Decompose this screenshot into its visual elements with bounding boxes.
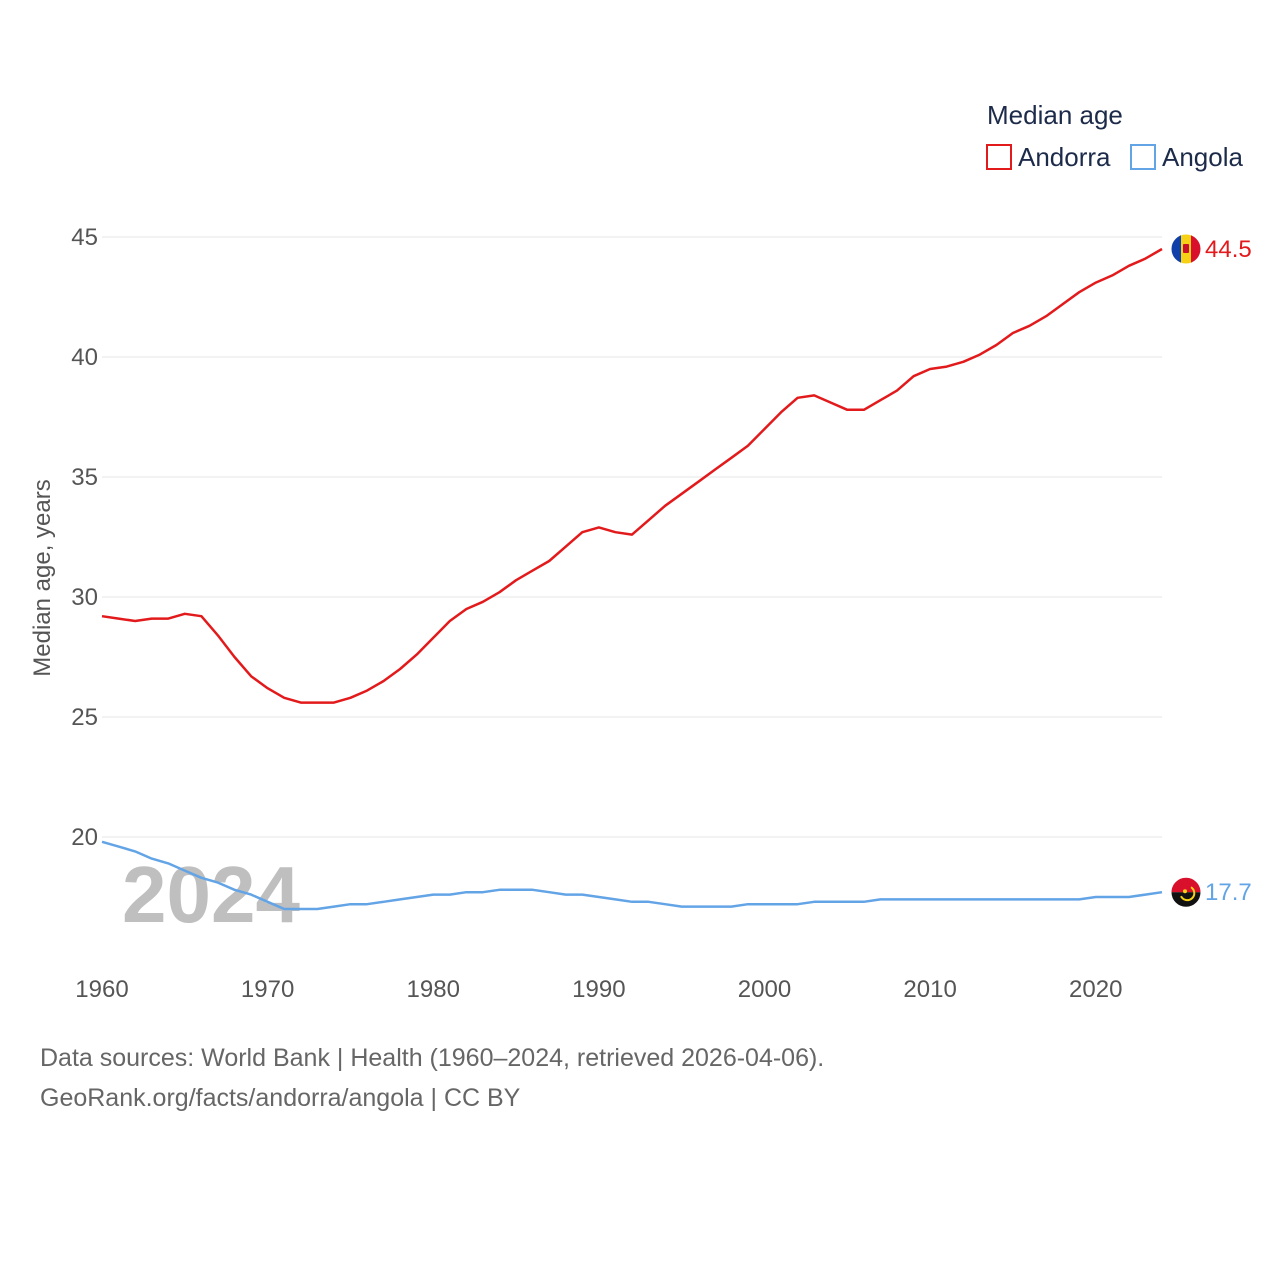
data-source-note: Data sources: World Bank | Health (1960–… <box>40 1044 825 1072</box>
y-tick-label: 40 <box>71 344 98 371</box>
y-tick-label: 25 <box>71 704 98 731</box>
legend-swatch-angola <box>1130 144 1156 170</box>
series-end-labels: 44.5 17.7 <box>1170 233 1252 908</box>
legend-label-andorra: Andorra <box>1018 142 1111 172</box>
x-tick-label: 2020 <box>1069 976 1122 1003</box>
year-watermark: 2024 <box>122 850 300 939</box>
series-line-andorra <box>101 247 1163 704</box>
x-tick-label: 2010 <box>903 976 956 1003</box>
y-tick-label: 30 <box>71 584 98 611</box>
andorra-flag-icon <box>1170 233 1202 265</box>
legend-item-andorra[interactable]: Andorra <box>986 142 1111 172</box>
median-age-line-chart: 20 25 30 35 40 45 1960 1970 1980 1990 2000 2010 202… <box>29 100 1252 1003</box>
series-line-angola <box>101 840 1163 911</box>
end-label-andorra: 44.5 <box>1205 236 1252 263</box>
x-tick-label: 1960 <box>75 976 128 1003</box>
y-tick-label: 35 <box>71 464 98 491</box>
legend-title: Median age <box>987 100 1123 130</box>
legend-item-angola[interactable]: Angola <box>1130 142 1243 172</box>
end-label-angola: 17.7 <box>1205 879 1252 906</box>
x-tick-label: 2000 <box>738 976 791 1003</box>
x-tick-label: 1970 <box>241 976 294 1003</box>
series-lines <box>101 247 1163 911</box>
legend-swatch-andorra <box>986 144 1012 170</box>
x-tick-label: 1990 <box>572 976 625 1003</box>
angola-flag-icon <box>1170 876 1202 908</box>
y-tick-label: 45 <box>71 224 98 251</box>
legend[interactable]: Median age Andorra Angola <box>986 100 1243 172</box>
y-axis-ticks: 20 25 30 35 40 45 <box>71 224 98 851</box>
source-link[interactable]: GeoRank.org/facts/andorra/angola | CC BY <box>40 1084 521 1112</box>
y-tick-label: 20 <box>71 824 98 851</box>
x-tick-label: 1980 <box>407 976 460 1003</box>
grid-lines <box>102 236 1162 838</box>
legend-label-angola: Angola <box>1162 142 1243 172</box>
x-axis-ticks: 1960 1970 1980 1990 2000 2010 2020 <box>75 976 1122 1003</box>
y-axis-label: Median age, years <box>29 479 56 676</box>
